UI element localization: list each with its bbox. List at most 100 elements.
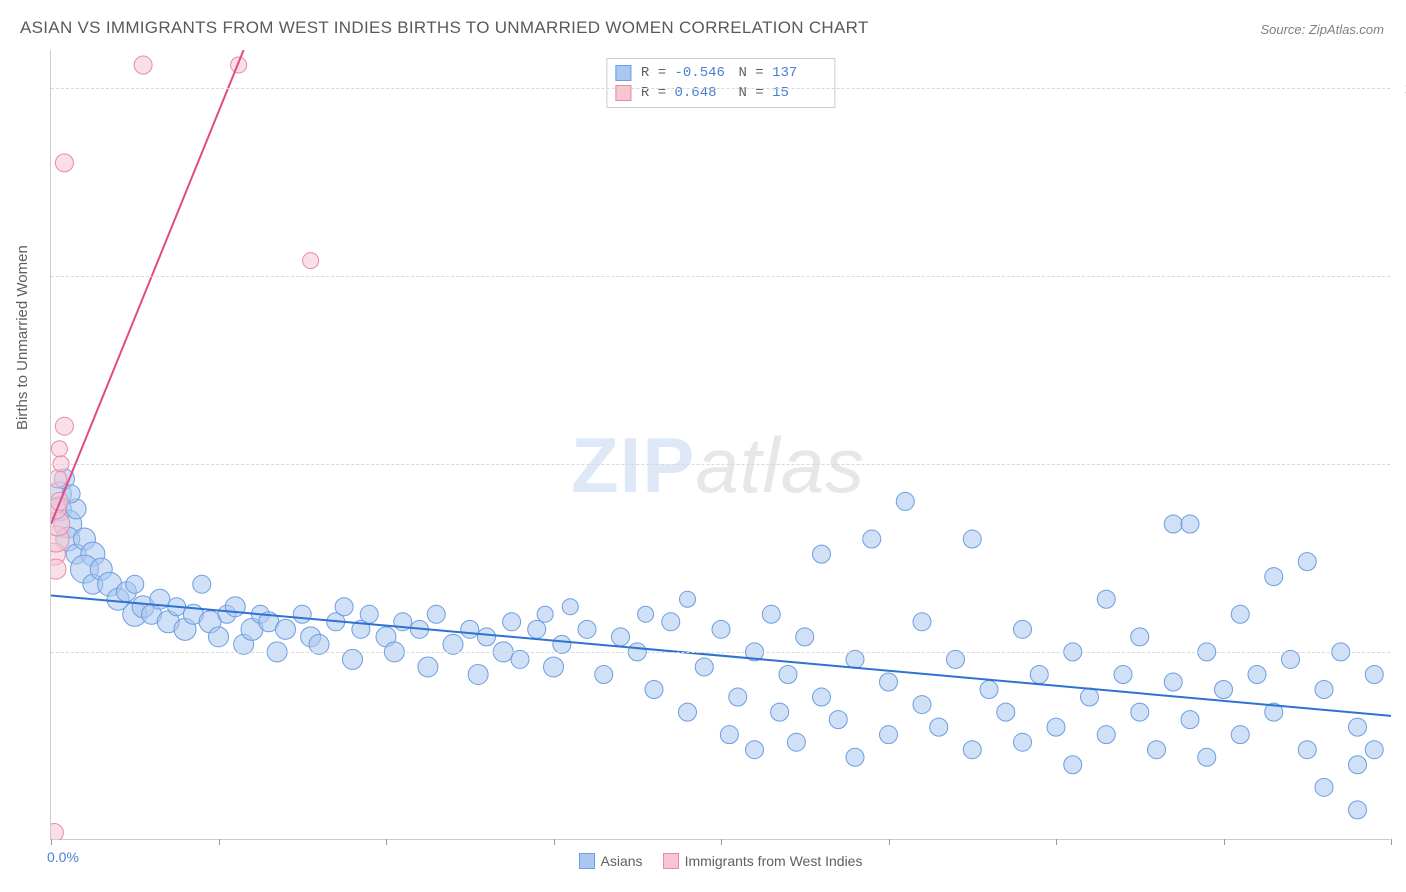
xtick — [1056, 839, 1057, 845]
scatter-point — [1315, 681, 1333, 699]
scatter-point — [813, 688, 831, 706]
scatter-point — [787, 733, 805, 751]
xtick — [554, 839, 555, 845]
scatter-point — [209, 627, 229, 647]
chart-svg — [51, 50, 1391, 840]
scatter-point — [461, 620, 479, 638]
legend-item-asians: Asians — [579, 853, 643, 869]
scatter-point — [913, 696, 931, 714]
correlation-stats-box: R = -0.546 N = 137 R = 0.648 N = 15 — [606, 58, 835, 108]
xtick — [889, 839, 890, 845]
scatter-point — [562, 599, 578, 615]
xtick — [386, 839, 387, 845]
scatter-point — [1148, 741, 1166, 759]
scatter-point — [231, 57, 247, 73]
scatter-point — [193, 575, 211, 593]
scatter-point — [1097, 726, 1115, 744]
scatter-point — [511, 650, 529, 668]
scatter-point — [293, 605, 311, 623]
scatter-point — [1298, 741, 1316, 759]
scatter-point — [1282, 650, 1300, 668]
scatter-point — [880, 673, 898, 691]
xtick-label: 0.0% — [47, 849, 79, 865]
scatter-point — [1030, 665, 1048, 683]
scatter-point — [360, 605, 378, 623]
scatter-point — [930, 718, 948, 736]
scatter-point — [1164, 673, 1182, 691]
scatter-point — [746, 741, 764, 759]
stat-n-asians: 137 — [772, 65, 826, 81]
legend-item-westindies: Immigrants from West Indies — [663, 853, 863, 869]
scatter-point — [1198, 748, 1216, 766]
scatter-point — [729, 688, 747, 706]
scatter-point — [1215, 681, 1233, 699]
scatter-point — [503, 613, 521, 631]
source-name: ZipAtlas.com — [1309, 22, 1384, 37]
stats-row-westindies: R = 0.648 N = 15 — [615, 83, 826, 103]
scatter-point — [1181, 711, 1199, 729]
xtick — [721, 839, 722, 845]
chart-plot-area: ZIPatlas R = -0.546 N = 137 R = 0.648 N … — [50, 50, 1390, 840]
scatter-point — [478, 628, 496, 646]
scatter-point — [528, 620, 546, 638]
chart-title: ASIAN VS IMMIGRANTS FROM WEST INDIES BIR… — [20, 18, 869, 38]
y-axis-label: Births to Unmarried Women — [14, 245, 31, 430]
scatter-point — [578, 620, 596, 638]
gridline — [51, 276, 1390, 277]
scatter-point — [771, 703, 789, 721]
scatter-point — [1014, 620, 1032, 638]
scatter-point — [638, 606, 654, 622]
scatter-point — [796, 628, 814, 646]
scatter-point — [997, 703, 1015, 721]
swatch-asians — [615, 65, 631, 81]
trend-line — [51, 50, 244, 524]
scatter-point — [537, 606, 553, 622]
scatter-point — [947, 650, 965, 668]
scatter-point — [1097, 590, 1115, 608]
scatter-point — [896, 492, 914, 510]
scatter-point — [1081, 688, 1099, 706]
scatter-point — [1231, 726, 1249, 744]
scatter-point — [1265, 568, 1283, 586]
scatter-point — [427, 605, 445, 623]
scatter-point — [829, 711, 847, 729]
stat-n-label: N = — [739, 65, 773, 81]
scatter-point — [1064, 756, 1082, 774]
legend-label-asians: Asians — [601, 853, 643, 869]
scatter-point — [612, 628, 630, 646]
gridline — [51, 652, 1390, 653]
scatter-point — [720, 726, 738, 744]
scatter-point — [1349, 718, 1367, 736]
scatter-point — [1181, 515, 1199, 533]
scatter-point — [1231, 605, 1249, 623]
scatter-point — [863, 530, 881, 548]
scatter-point — [468, 664, 488, 684]
xtick — [1224, 839, 1225, 845]
scatter-point — [55, 154, 73, 172]
scatter-point — [276, 619, 296, 639]
scatter-point — [1315, 778, 1333, 796]
scatter-point — [553, 635, 571, 653]
scatter-point — [134, 56, 152, 74]
scatter-point — [963, 530, 981, 548]
scatter-point — [779, 665, 797, 683]
scatter-point — [679, 703, 697, 721]
scatter-point — [680, 591, 696, 607]
scatter-point — [1164, 515, 1182, 533]
scatter-point — [913, 613, 931, 631]
scatter-point — [544, 657, 564, 677]
scatter-point — [51, 823, 63, 840]
scatter-point — [813, 545, 831, 563]
stat-r-label: R = — [641, 65, 675, 81]
scatter-point — [1114, 665, 1132, 683]
scatter-point — [595, 665, 613, 683]
scatter-point — [1365, 665, 1383, 683]
source-prefix: Source: — [1260, 22, 1308, 37]
scatter-point — [51, 470, 67, 488]
bottom-legend: Asians Immigrants from West Indies — [579, 853, 863, 869]
scatter-point — [980, 681, 998, 699]
gridline — [51, 88, 1390, 89]
scatter-point — [55, 417, 73, 435]
scatter-point — [662, 613, 680, 631]
stat-r-asians: -0.546 — [675, 65, 729, 81]
